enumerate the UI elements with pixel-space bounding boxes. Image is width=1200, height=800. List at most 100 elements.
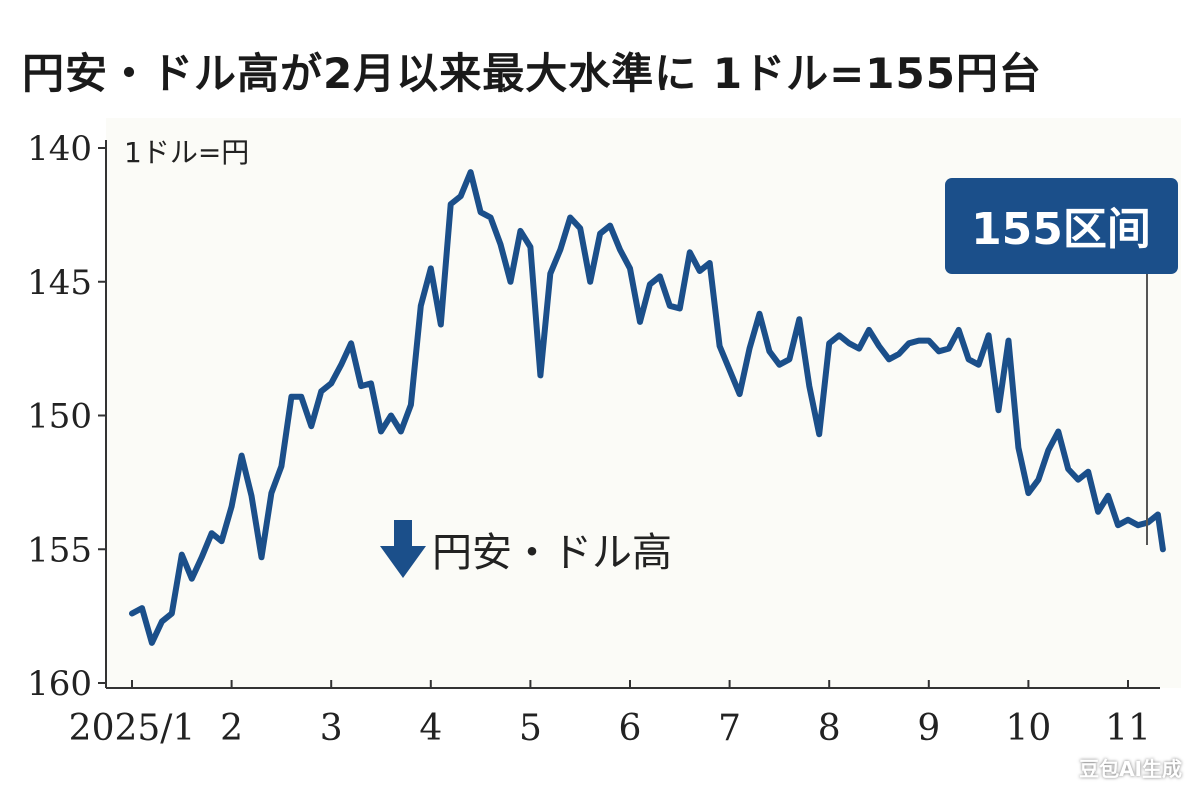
data-point bbox=[638, 320, 642, 324]
data-point bbox=[479, 210, 483, 214]
data-point bbox=[509, 280, 512, 284]
y-tick-label: 155 bbox=[27, 530, 92, 570]
data-point bbox=[379, 430, 383, 433]
data-point bbox=[1016, 446, 1020, 450]
y-tick-label: 150 bbox=[27, 397, 92, 437]
data-point bbox=[678, 307, 682, 310]
data-point bbox=[180, 553, 184, 557]
data-point bbox=[329, 381, 333, 385]
data-point bbox=[230, 505, 234, 508]
data-point bbox=[439, 323, 443, 326]
data-point bbox=[349, 341, 353, 345]
x-tick-label: 5 bbox=[519, 708, 542, 749]
data-point bbox=[309, 424, 313, 428]
data-point bbox=[688, 250, 692, 254]
data-point bbox=[279, 464, 283, 468]
x-tick-label: 8 bbox=[818, 708, 841, 749]
data-point bbox=[728, 368, 732, 372]
data-point bbox=[997, 408, 1000, 412]
data-point bbox=[369, 381, 373, 385]
x-tick-label: 11 bbox=[1105, 708, 1151, 749]
data-point bbox=[1126, 518, 1130, 522]
data-point bbox=[1046, 448, 1050, 452]
x-tick-label: 10 bbox=[1005, 708, 1051, 749]
data-point bbox=[1096, 510, 1100, 514]
data-point bbox=[1106, 494, 1110, 498]
data-point bbox=[817, 432, 821, 436]
data-point bbox=[837, 333, 841, 337]
watermark: 豆包AI生成 bbox=[1079, 757, 1182, 781]
data-point bbox=[1026, 491, 1030, 495]
data-point bbox=[658, 274, 662, 278]
data-point bbox=[499, 242, 502, 246]
data-point bbox=[748, 347, 751, 351]
data-point bbox=[937, 349, 941, 353]
data-point bbox=[1076, 478, 1080, 482]
data-point bbox=[847, 341, 851, 345]
data-point bbox=[917, 339, 921, 343]
annotation-label: 円安・ドル高 bbox=[432, 530, 672, 576]
data-point bbox=[359, 384, 363, 388]
data-point bbox=[1056, 430, 1060, 433]
chart-title: 円安・ドル高が2月以来最大水準に 1ドル=155円台 bbox=[22, 49, 1042, 98]
data-point bbox=[240, 454, 244, 458]
y-axis: 140 145 150 155 160 bbox=[27, 129, 107, 704]
data-point bbox=[578, 226, 582, 230]
data-point bbox=[907, 341, 911, 345]
data-point bbox=[608, 224, 612, 228]
data-point bbox=[1136, 523, 1140, 527]
data-point bbox=[140, 606, 144, 610]
data-point bbox=[389, 414, 393, 417]
data-point bbox=[767, 349, 771, 353]
x-tick-label: 3 bbox=[320, 708, 343, 749]
series-layer bbox=[129, 169, 1166, 646]
callout-background bbox=[945, 178, 1178, 274]
data-point bbox=[1086, 470, 1090, 474]
data-point bbox=[957, 328, 961, 332]
data-point bbox=[877, 344, 881, 348]
data-point bbox=[339, 363, 343, 367]
data-point bbox=[947, 347, 951, 351]
data-point bbox=[718, 344, 722, 348]
data-point bbox=[887, 357, 891, 361]
data-point bbox=[588, 280, 592, 284]
data-point bbox=[190, 577, 194, 581]
data-point bbox=[558, 248, 562, 252]
data-point bbox=[967, 357, 971, 361]
y-tick-label: 145 bbox=[27, 263, 92, 303]
data-point bbox=[927, 339, 931, 343]
data-point bbox=[538, 373, 542, 377]
data-point bbox=[200, 555, 204, 559]
data-point bbox=[1161, 547, 1165, 551]
data-point bbox=[598, 232, 602, 236]
x-tick-label: 7 bbox=[718, 708, 741, 749]
data-point bbox=[897, 352, 901, 356]
data-point bbox=[1007, 339, 1010, 343]
down-arrow-icon bbox=[380, 520, 426, 578]
data-point bbox=[698, 269, 702, 273]
data-point bbox=[1116, 523, 1120, 527]
x-tick-label: 6 bbox=[619, 708, 642, 749]
data-point bbox=[269, 491, 273, 495]
data-point bbox=[628, 266, 632, 270]
data-point bbox=[150, 641, 154, 645]
data-point bbox=[1156, 513, 1160, 516]
data-point bbox=[210, 531, 214, 535]
data-point bbox=[130, 612, 134, 615]
x-axis: 2025/1 2 3 4 5 6 7 8 9 10 11 bbox=[69, 680, 1160, 749]
data-point bbox=[987, 333, 991, 337]
data-point bbox=[827, 341, 831, 345]
data-point bbox=[787, 357, 791, 361]
y-tick-label: 140 bbox=[27, 129, 92, 169]
y-tick-label: 160 bbox=[27, 664, 92, 704]
data-point bbox=[429, 266, 433, 270]
data-point bbox=[518, 229, 522, 233]
data-point bbox=[469, 170, 473, 174]
data-point bbox=[260, 555, 263, 559]
data-point bbox=[1036, 478, 1040, 482]
callout-box: 155区间 bbox=[945, 178, 1178, 545]
data-point bbox=[319, 389, 323, 393]
data-point bbox=[857, 347, 861, 351]
data-point bbox=[419, 304, 423, 308]
